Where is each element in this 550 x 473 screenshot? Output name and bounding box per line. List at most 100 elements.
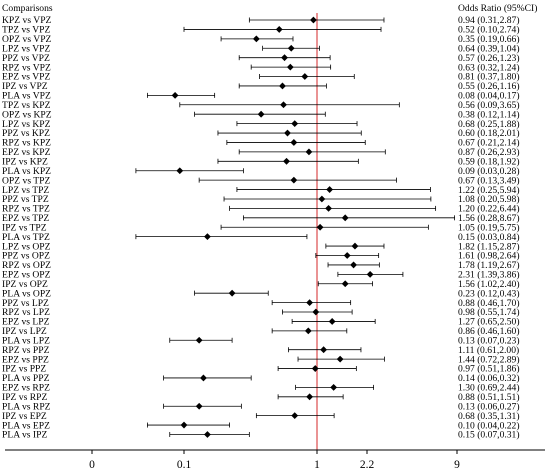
point-estimate-diamond [279,82,286,90]
comparison-row: PLA vs RPZ 0.13 (0.06,0.27) [2,401,520,412]
comparison-label: PLA vs PPZ [2,373,50,384]
comparison-row: IPZ vs TPZ 1.05 (0.19,5.75) [2,222,520,233]
comparison-label: IPZ vs PPZ [2,364,46,375]
odds-ratio-value: 0.63 (0.32,1.24) [458,62,520,73]
comparison-row: PLA vs TPZ 0.15 (0.03,0.84) [2,232,520,243]
odds-ratio-value: 0.59 (0.18,1.92) [458,157,520,168]
point-estimate-diamond [326,186,334,193]
point-estimate-diamond [228,289,236,297]
comparison-row: IPZ vs KPZ 0.59 (0.18,1.92) [2,157,520,168]
odds-ratio-value: 1.44 (0.72,2.89) [458,354,520,365]
odds-ratio-value: 0.55 (0.26,1.16) [458,81,520,92]
odds-ratio-value: 0.98 (0.55,1.74) [458,307,520,318]
point-estimate-diamond [176,167,184,175]
point-estimate-diamond [328,318,336,325]
comparison-label: EPZ vs KPZ [2,147,51,158]
point-estimate-diamond [304,327,312,335]
odds-ratio-value: 0.08 (0.04,0.17) [458,91,520,102]
comparison-label: LPZ vs TPZ [2,185,49,196]
header-comparisons: Comparisons [2,3,53,14]
comparison-row: PLA vs OPZ 0.23 (0.12,0.43) [2,288,520,299]
comparison-row: PPZ vs OPZ 1.61 (0.98,2.64) [2,251,520,262]
point-estimate-diamond [286,63,294,71]
comparison-label: IPZ vs KPZ [2,157,48,168]
point-estimate-diamond [290,139,298,146]
point-estimate-diamond [341,214,349,222]
comparison-label: RPZ vs LPZ [2,307,50,318]
comparison-row: LPZ vs VPZ 0.64 (0.39,1.04) [2,43,520,54]
comparison-row: IPZ vs OPZ 1.56 (1.02,2.40) [2,279,520,290]
x-tick-label: 2.2 [360,459,375,471]
comparison-label: RPZ vs PPZ [2,345,50,356]
header-odds-ratio: Odds Ratio (95%CI) [458,3,537,14]
odds-ratio-value: 0.88 (0.46,1.70) [458,298,520,309]
comparison-label: PLA vs EPZ [2,420,50,431]
odds-ratio-value: 1.08 (0.20,5.98) [458,194,520,205]
odds-ratio-value: 1.56 (1.02,2.40) [458,279,520,290]
comparison-label: PPZ vs TPZ [2,194,49,205]
point-estimate-diamond [287,44,295,52]
comparison-label: TPZ vs VPZ [2,25,50,36]
odds-ratio-value: 0.68 (0.35,1.31) [458,411,520,422]
point-estimate-diamond [275,26,283,33]
odds-ratio-value: 0.15 (0.03,0.84) [458,232,520,243]
odds-ratio-value: 1.78 (1.19,2.67) [458,260,520,271]
comparison-row: EPZ vs RPZ 1.30 (0.69,2.44) [2,383,520,394]
x-axis-ticks: 0 0.1 1 2.2 9 [89,450,460,471]
comparison-row: KPZ vs VPZ 0.94 (0.31,2.87) [2,15,520,26]
point-estimate-diamond [280,101,287,109]
odds-ratio-value: 0.94 (0.31,2.87) [458,15,520,26]
comparison-row: RPZ vs VPZ 0.63 (0.32,1.24) [2,62,520,73]
comparison-row: OPZ vs KPZ 0.38 (0.12,1.14) [2,109,520,120]
odds-ratio-value: 0.81 (0.37,1.80) [458,72,520,83]
comparison-row: PLA vs IPZ 0.15 (0.07,0.31) [2,430,520,441]
point-estimate-diamond [310,16,317,24]
comparison-label: PLA vs OPZ [2,288,51,299]
comparison-label: IPZ vs OPZ [2,279,48,290]
odds-ratio-value: 1.11 (0.61,2.00) [458,345,519,356]
odds-ratio-value: 0.52 (0.10,2.74) [458,25,520,36]
comparison-label: PLA vs RPZ [2,401,51,412]
point-estimate-diamond [306,299,314,306]
odds-ratio-value: 0.23 (0.12,0.43) [458,288,520,299]
odds-ratio-value: 1.22 (0.25,5.94) [458,185,520,196]
point-estimate-diamond [343,252,351,259]
comparison-label: IPZ vs VPZ [2,81,48,92]
point-estimate-diamond [257,110,265,118]
comparison-row: IPZ vs VPZ 0.55 (0.26,1.16) [2,81,520,92]
comparison-label: IPZ vs EPZ [2,411,47,422]
comparison-label: PLA vs IPZ [2,430,47,441]
odds-ratio-value: 0.88 (0.51,1.51) [458,392,520,403]
comparison-label: PLA vs KPZ [2,166,51,177]
comparison-label: IPZ vs LPZ [2,326,47,337]
comparison-label: EPZ vs OPZ [2,270,51,281]
point-estimate-diamond [291,120,299,128]
point-estimate-diamond [336,355,344,363]
comparison-label: EPZ vs RPZ [2,383,50,394]
comparison-label: EPZ vs TPZ [2,213,49,224]
odds-ratio-value: 0.67 (0.21,2.14) [458,138,520,149]
point-estimate-diamond [204,431,211,438]
point-estimate-diamond [291,412,299,420]
comparison-label: RPZ vs OPZ [2,260,51,271]
comparison-row: EPZ vs KPZ 0.87 (0.26,2.93) [2,147,520,158]
point-estimate-diamond [195,336,203,344]
point-estimate-diamond [284,129,291,137]
comparison-label: LPZ vs KPZ [2,119,51,130]
odds-ratio-value: 1.05 (0.19,5.75) [458,222,520,233]
point-estimate-diamond [320,346,328,354]
comparison-label: EPZ vs LPZ [2,317,50,328]
comparison-row: EPZ vs VPZ 0.81 (0.37,1.80) [2,72,520,83]
comparison-label: RPZ vs VPZ [2,62,51,73]
odds-ratio-value: 0.14 (0.06,0.32) [458,373,520,384]
odds-ratio-value: 0.60 (0.18,2.01) [458,128,520,139]
odds-ratio-value: 1.61 (0.98,2.64) [458,251,520,262]
comparison-row: IPZ vs LPZ 0.86 (0.46,1.60) [2,326,520,337]
comparison-row: IPZ vs RPZ 0.88 (0.51,1.51) [2,392,520,403]
comparison-row: PLA vs EPZ 0.10 (0.04,0.22) [2,420,520,431]
comparison-row: RPZ vs TPZ 1.20 (0.22,6.44) [2,204,520,215]
comparison-label: PLA vs LPZ [2,335,50,346]
point-estimate-diamond [281,54,288,62]
odds-ratio-value: 2.31 (1.39,3.86) [458,270,520,281]
point-estimate-diamond [200,374,207,382]
